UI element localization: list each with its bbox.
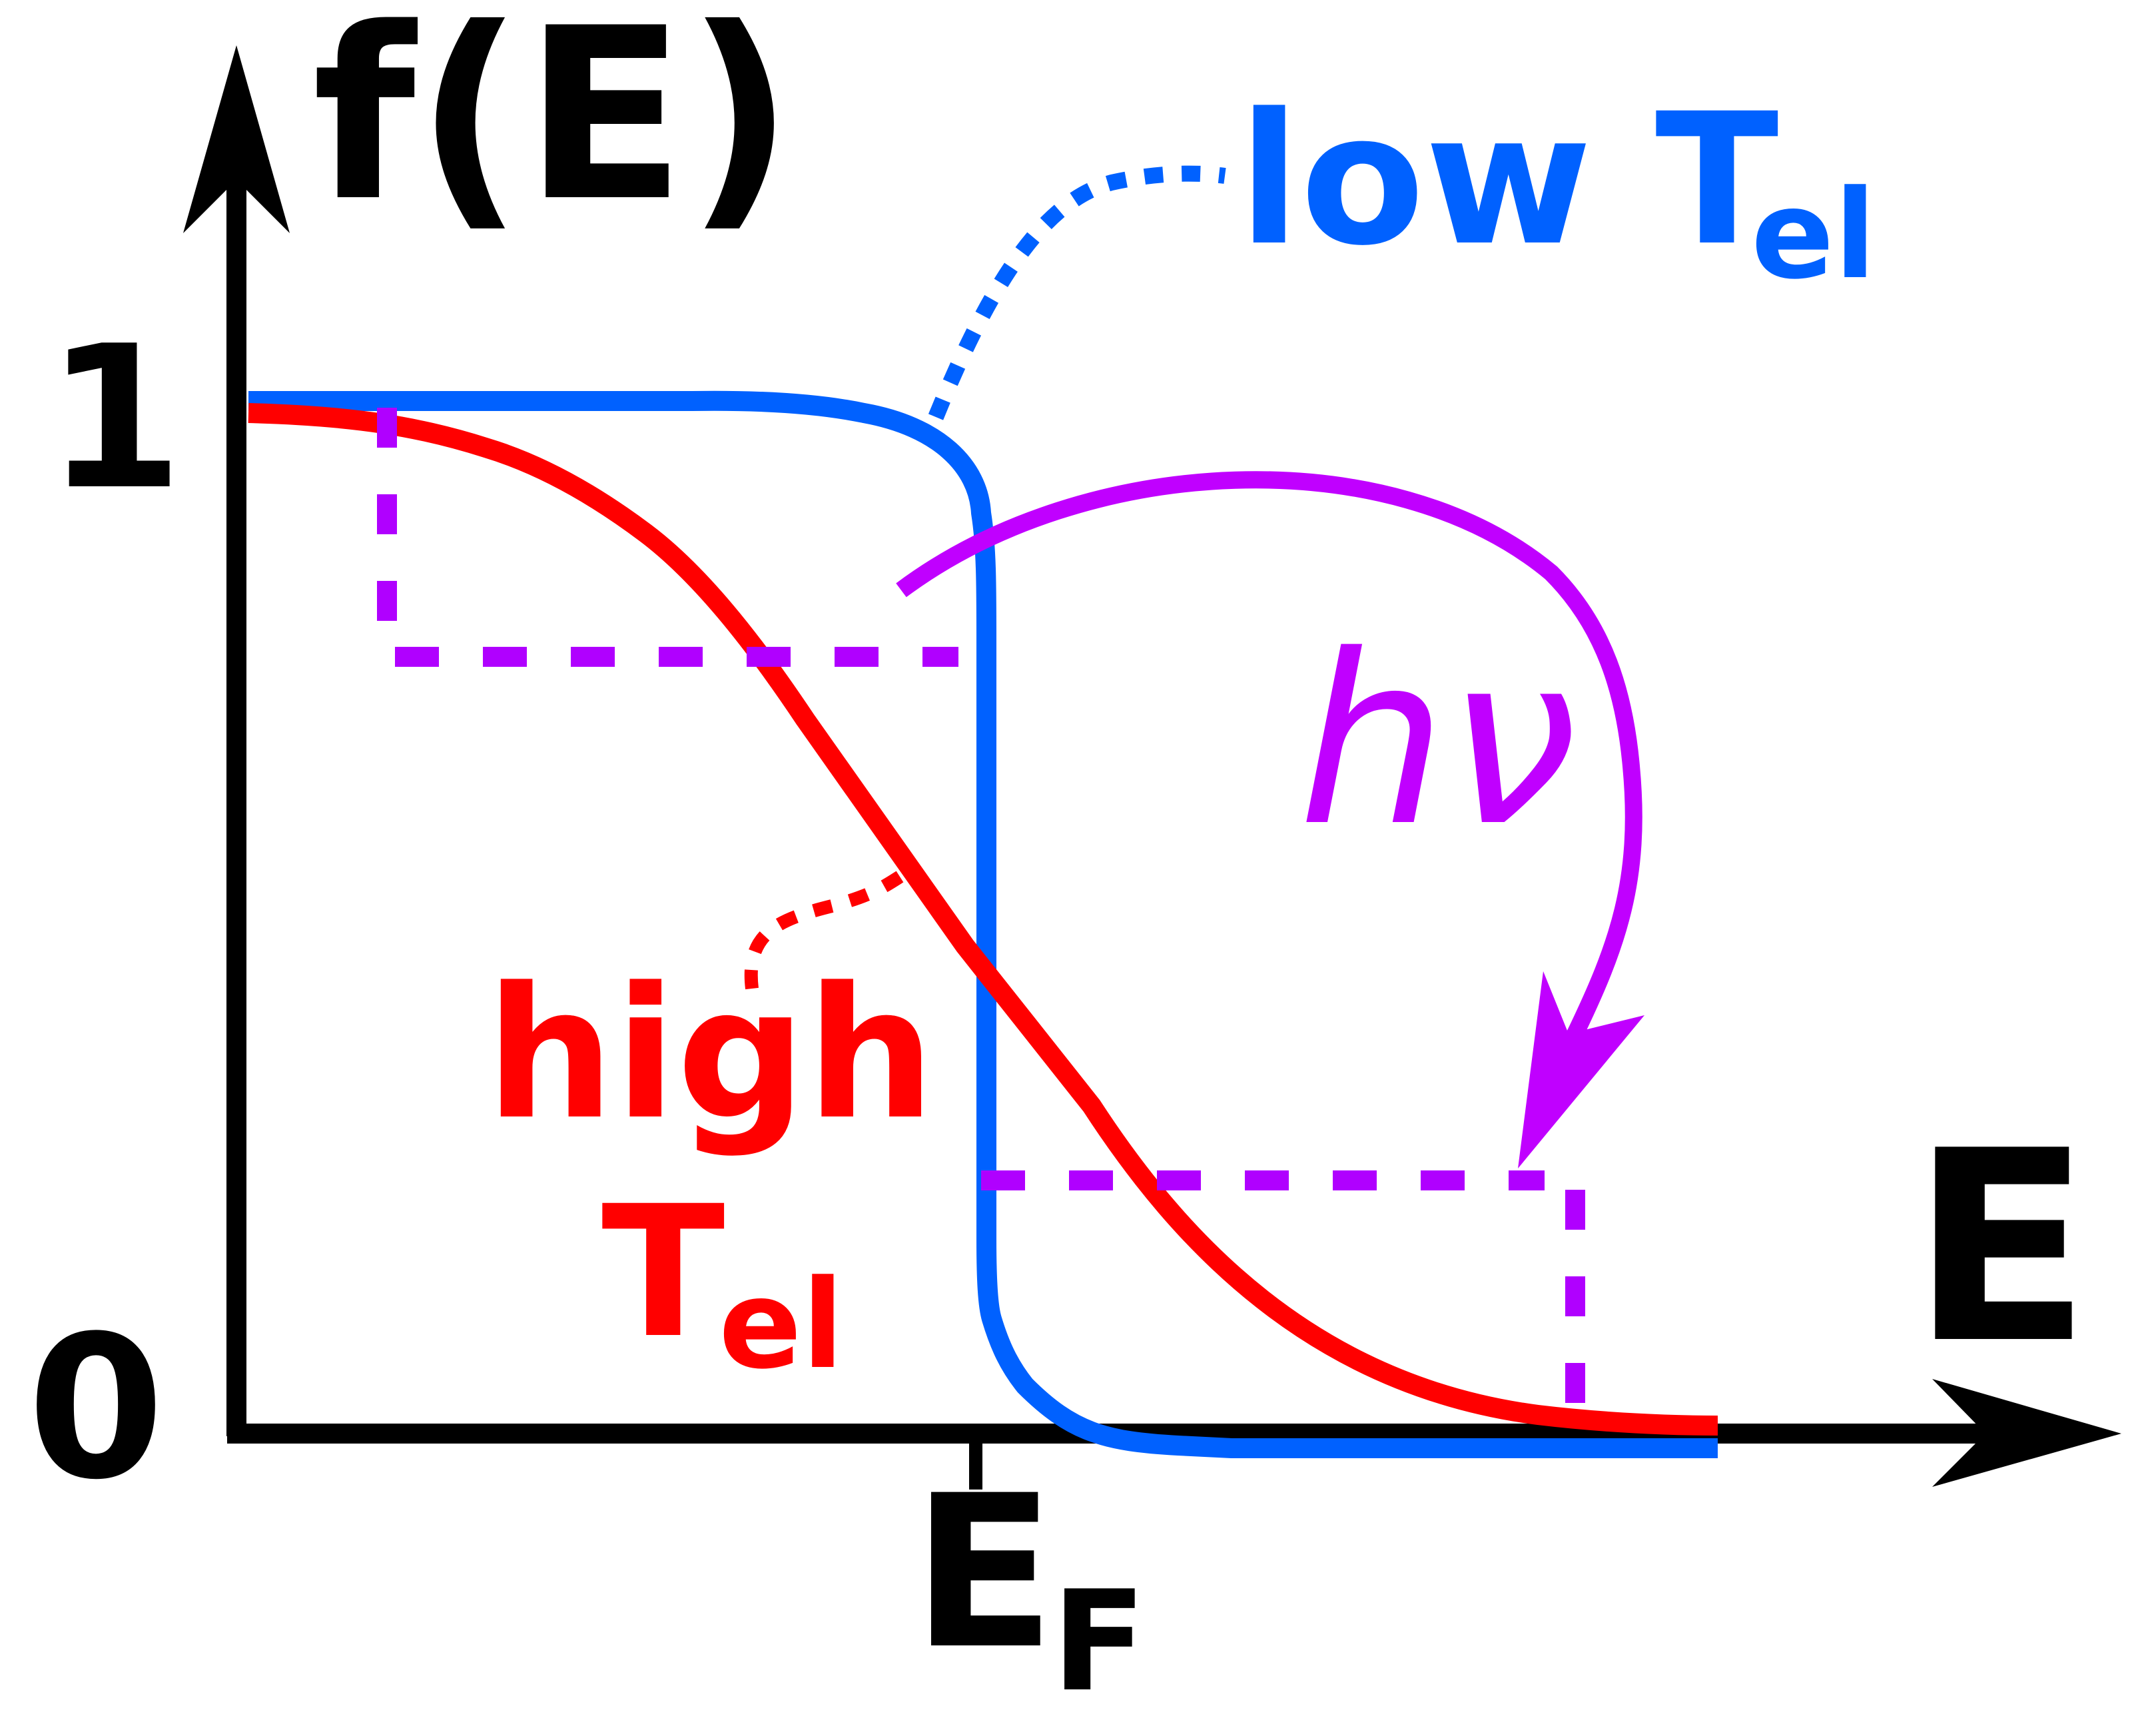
y-axis-arrowhead xyxy=(183,45,290,233)
low-temperature-curve xyxy=(248,390,1718,1458)
x-axis-arrowhead xyxy=(1932,1379,2121,1487)
photon-energy-label: hν xyxy=(1298,605,1578,878)
excitation-guides xyxy=(377,408,1585,1410)
y-value-zero-label: 0 xyxy=(27,1293,165,1523)
high-temperature-subscript: el xyxy=(719,1254,844,1396)
fermi-energy-subscript: F xyxy=(1052,1561,1146,1723)
y-axis-label: f(E) xyxy=(312,0,794,253)
photon-arrow xyxy=(896,471,1644,1168)
fermi-energy-label: E xyxy=(912,1450,1056,1695)
high-temperature-leader xyxy=(744,871,904,990)
photon-arrowhead xyxy=(1518,971,1644,1168)
low-temperature-leader xyxy=(928,165,1226,420)
low-temperature-label: low T xyxy=(1238,75,1780,286)
y-value-one-label: 1 xyxy=(46,303,183,533)
high-temperature-label: high xyxy=(486,949,935,1160)
high-temperature-T: T xyxy=(601,1168,726,1378)
photon-arrow-line xyxy=(896,471,1642,1041)
high-temperature-curve xyxy=(248,403,1718,1436)
x-axis-label: E xyxy=(1911,1094,2091,1402)
low-temperature-subscript: el xyxy=(1751,164,1876,306)
